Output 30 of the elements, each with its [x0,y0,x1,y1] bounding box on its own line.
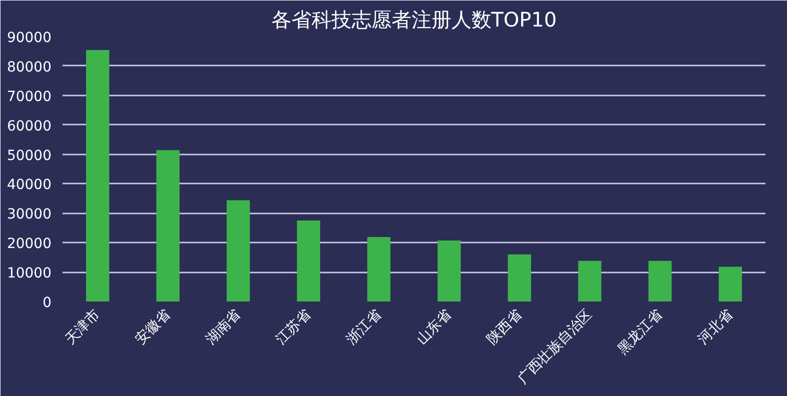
bar [226,200,250,302]
y-tick-label: 20000 [6,236,52,252]
y-tick-label: 60000 [6,118,52,134]
bar [86,50,110,302]
x-tick-label: 陕西省 [484,306,526,348]
y-tick-label: 40000 [6,177,52,194]
y-tick-label: 50000 [6,148,52,164]
bar [367,237,390,302]
bar [718,266,742,302]
chart-title: 各省科技志愿者注册人数TOP10 [271,8,557,32]
y-tick-label: 70000 [6,88,52,105]
x-tick-label: 浙江省 [343,306,385,348]
bar [578,260,602,302]
y-tick-label: 80000 [6,59,52,76]
y-tick-label: 10000 [6,266,52,282]
x-tick-label: 山东省 [414,306,455,348]
bar [438,240,461,302]
x-tick-label: 江苏省 [273,306,314,348]
x-tick-label: 黑龙江省 [614,306,666,358]
x-tick-label: 安徽省 [132,306,174,348]
bar [648,260,672,302]
bar [156,150,180,302]
y-tick-label: 30000 [6,206,52,223]
x-tick-label: 河北省 [694,306,736,348]
y-tick-label: 0 [42,295,52,311]
bar [508,254,532,302]
x-tick-label: 湖南省 [202,306,244,348]
y-tick-label: 90000 [6,30,52,46]
bar [296,220,320,302]
x-tick-label: 天津市 [62,306,104,348]
